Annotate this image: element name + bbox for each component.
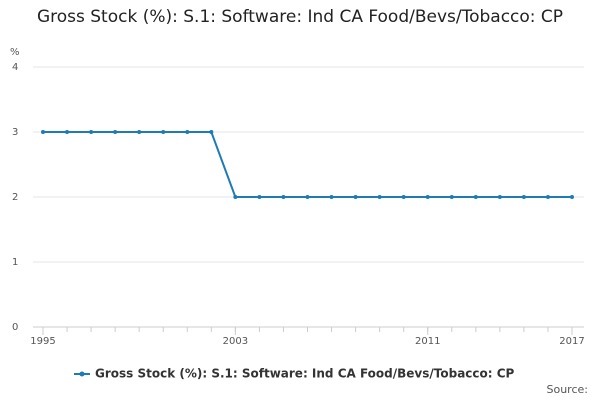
- legend-marker: [79, 371, 85, 377]
- point: [570, 195, 574, 199]
- x-tick-label: 2011: [415, 336, 440, 347]
- point: [161, 130, 166, 134]
- point: [41, 130, 45, 134]
- point: [89, 130, 94, 134]
- point: [233, 195, 238, 199]
- point: [209, 130, 214, 134]
- y-tick-label: 2: [12, 192, 18, 203]
- point: [353, 195, 358, 199]
- point: [137, 130, 142, 134]
- y-tick-label: 4: [12, 62, 18, 73]
- x-tick-label: 2003: [223, 336, 248, 347]
- point: [401, 195, 406, 199]
- x-tick-label: 2017: [559, 336, 584, 347]
- x-tick-label: 1995: [30, 336, 55, 347]
- source: Source:: [547, 383, 589, 396]
- y-unit-label: %: [10, 47, 20, 58]
- point: [521, 195, 526, 199]
- point: [473, 195, 478, 199]
- line: [43, 131, 572, 198]
- point: [425, 195, 430, 199]
- point: [257, 195, 262, 199]
- point: [497, 195, 502, 199]
- point: [377, 195, 382, 199]
- point: [113, 130, 118, 134]
- y-tick-label: 3: [12, 127, 18, 138]
- y-tick-label: 1: [12, 257, 18, 268]
- point: [545, 195, 550, 199]
- chart-title: Gross Stock (%): S.1: Software: Ind CA F…: [36, 7, 564, 27]
- point: [329, 195, 334, 199]
- point: [449, 195, 454, 199]
- legend-label: Gross Stock (%): S.1: Software: Ind CA F…: [95, 367, 515, 381]
- y-tick-label: 0: [12, 322, 18, 333]
- point: [305, 195, 310, 199]
- point: [281, 195, 286, 199]
- point: [185, 130, 190, 134]
- point: [65, 130, 70, 134]
